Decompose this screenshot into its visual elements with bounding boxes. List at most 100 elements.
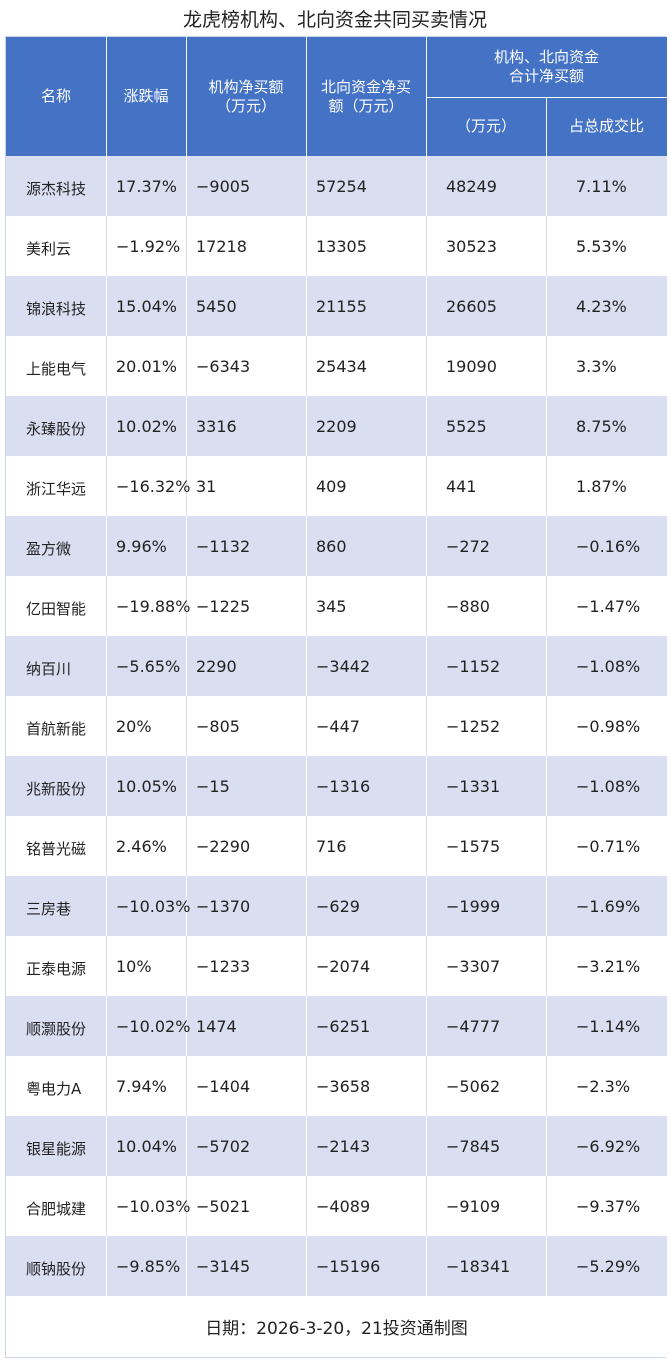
column-divider [426,336,427,396]
column-divider [546,1116,547,1176]
column-divider [426,516,427,576]
cell-change: 10% [116,956,152,976]
column-divider [306,336,307,396]
column-divider [426,1056,427,1116]
cell-name: 首航新能 [26,719,87,738]
column-divider [426,456,427,516]
column-divider [186,456,187,516]
column-divider [106,996,107,1056]
cell-combined-net: 48249 [446,176,497,196]
cell-north-net: −4089 [316,1196,371,1216]
cell-combined-ratio: 8.75% [576,416,627,436]
table-row: 合肥城建 −10.03% −5021 −4089 −9109 −9.37% [6,1176,667,1236]
column-divider [306,996,307,1056]
cell-north-net: 345 [316,596,347,616]
column-divider [106,816,107,876]
cell-north-net: 21155 [316,296,367,316]
cell-name: 正泰电源 [26,959,87,978]
cell-inst-net: −6343 [196,356,251,376]
cell-north-net: 13305 [316,236,367,256]
cell-name: 兆新股份 [26,779,87,798]
cell-combined-net: −3307 [446,956,501,976]
cell-north-net: 409 [316,476,347,496]
column-divider [306,1236,307,1296]
column-divider [106,1056,107,1116]
header-divider [426,37,427,156]
column-divider [106,636,107,696]
cell-combined-net: −1999 [446,896,501,916]
cell-north-net: 2209 [316,416,357,436]
cell-combined-net: −9109 [446,1196,501,1216]
column-divider [106,1116,107,1176]
cell-name: 粤电力A [26,1079,82,1098]
cell-combined-net: 5525 [446,416,487,436]
cell-inst-net: 31 [196,476,217,496]
table-row: 浙江华远 −16.32% 31 409 441 1.87% [6,456,667,516]
cell-inst-net: −805 [196,716,240,736]
column-divider [186,1116,187,1176]
cell-name: 纳百川 [26,659,72,678]
column-divider [306,636,307,696]
column-divider [426,1236,427,1296]
column-divider [106,576,107,636]
header-change: 涨跌幅 [123,87,169,105]
cell-name: 永臻股份 [26,419,87,438]
cell-name: 银星能源 [26,1139,87,1158]
header-divider [186,37,187,156]
cell-name: 顺灏股份 [26,1019,87,1038]
cell-name: 浙江华远 [26,479,87,498]
column-divider [186,996,187,1056]
cell-change: 2.46% [116,836,167,856]
table-row: 永臻股份 10.02% 3316 2209 5525 8.75% [6,396,667,456]
column-divider [106,456,107,516]
column-divider [546,516,547,576]
cell-combined-ratio: −1.69% [576,896,641,916]
cell-combined-ratio: −1.08% [576,656,641,676]
column-divider [186,636,187,696]
cell-inst-net: 2290 [196,656,237,676]
cell-name: 铭普光磁 [26,839,87,858]
cell-combined-net: 441 [446,476,477,496]
cell-combined-ratio: 5.53% [576,236,627,256]
cell-change: −10.03% [116,896,191,916]
cell-north-net: 57254 [316,176,367,196]
column-divider [546,456,547,516]
column-divider [106,516,107,576]
column-divider [426,936,427,996]
cell-combined-ratio: −5.29% [576,1256,641,1276]
cell-change: 20.01% [116,356,178,376]
table-header: 名称 涨跌幅 机构净买额 （万元） 北向资金净买 额（万元） 机构、北向资金 合… [6,37,667,156]
column-divider [546,1056,547,1116]
cell-name: 上能电气 [26,359,87,378]
column-divider [306,516,307,576]
cell-north-net: 860 [316,536,347,556]
cell-combined-ratio: −1.47% [576,596,641,616]
header-name: 名称 [40,87,71,105]
cell-north-net: −3442 [316,656,371,676]
column-divider [186,696,187,756]
cell-name: 合肥城建 [26,1199,87,1218]
column-divider [306,1176,307,1236]
table-title: 龙虎榜机构、北向资金共同买卖情况 [0,0,670,36]
column-divider [426,276,427,336]
cell-inst-net: −1404 [196,1076,251,1096]
cell-combined-net: −18341 [446,1256,511,1276]
cell-combined-net: −1252 [446,716,501,736]
column-divider [426,216,427,276]
cell-combined-ratio: −9.37% [576,1196,641,1216]
table-row: 纳百川 −5.65% 2290 −3442 −1152 −1.08% [6,636,667,696]
column-divider [186,396,187,456]
cell-combined-ratio: −0.98% [576,716,641,736]
column-divider [426,756,427,816]
column-divider [306,396,307,456]
cell-inst-net: −5702 [196,1136,251,1156]
cell-name: 源杰科技 [26,179,87,198]
column-divider [306,936,307,996]
column-divider [306,696,307,756]
cell-inst-net: 3316 [196,416,237,436]
column-divider [546,1236,547,1296]
cell-combined-ratio: 7.11% [576,176,627,196]
cell-combined-ratio: 1.87% [576,476,627,496]
cell-inst-net: −3145 [196,1256,251,1276]
column-divider [426,156,427,216]
